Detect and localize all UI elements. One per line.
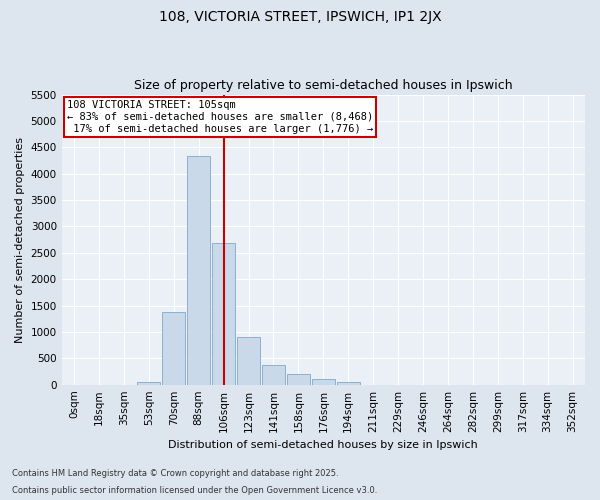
Bar xyxy=(337,382,360,384)
Bar xyxy=(237,337,260,384)
Y-axis label: Number of semi-detached properties: Number of semi-detached properties xyxy=(15,136,25,342)
Bar xyxy=(287,374,310,384)
Text: Contains HM Land Registry data © Crown copyright and database right 2025.: Contains HM Land Registry data © Crown c… xyxy=(12,468,338,477)
X-axis label: Distribution of semi-detached houses by size in Ipswich: Distribution of semi-detached houses by … xyxy=(169,440,478,450)
Title: Size of property relative to semi-detached houses in Ipswich: Size of property relative to semi-detach… xyxy=(134,79,512,92)
Text: Contains public sector information licensed under the Open Government Licence v3: Contains public sector information licen… xyxy=(12,486,377,495)
Text: 108, VICTORIA STREET, IPSWICH, IP1 2JX: 108, VICTORIA STREET, IPSWICH, IP1 2JX xyxy=(158,10,442,24)
Text: 108 VICTORIA STREET: 105sqm
← 83% of semi-detached houses are smaller (8,468)
 1: 108 VICTORIA STREET: 105sqm ← 83% of sem… xyxy=(67,100,373,134)
Bar xyxy=(137,382,160,384)
Bar xyxy=(312,379,335,384)
Bar xyxy=(163,312,185,384)
Bar xyxy=(187,156,210,384)
Bar xyxy=(262,364,285,384)
Bar xyxy=(212,244,235,384)
